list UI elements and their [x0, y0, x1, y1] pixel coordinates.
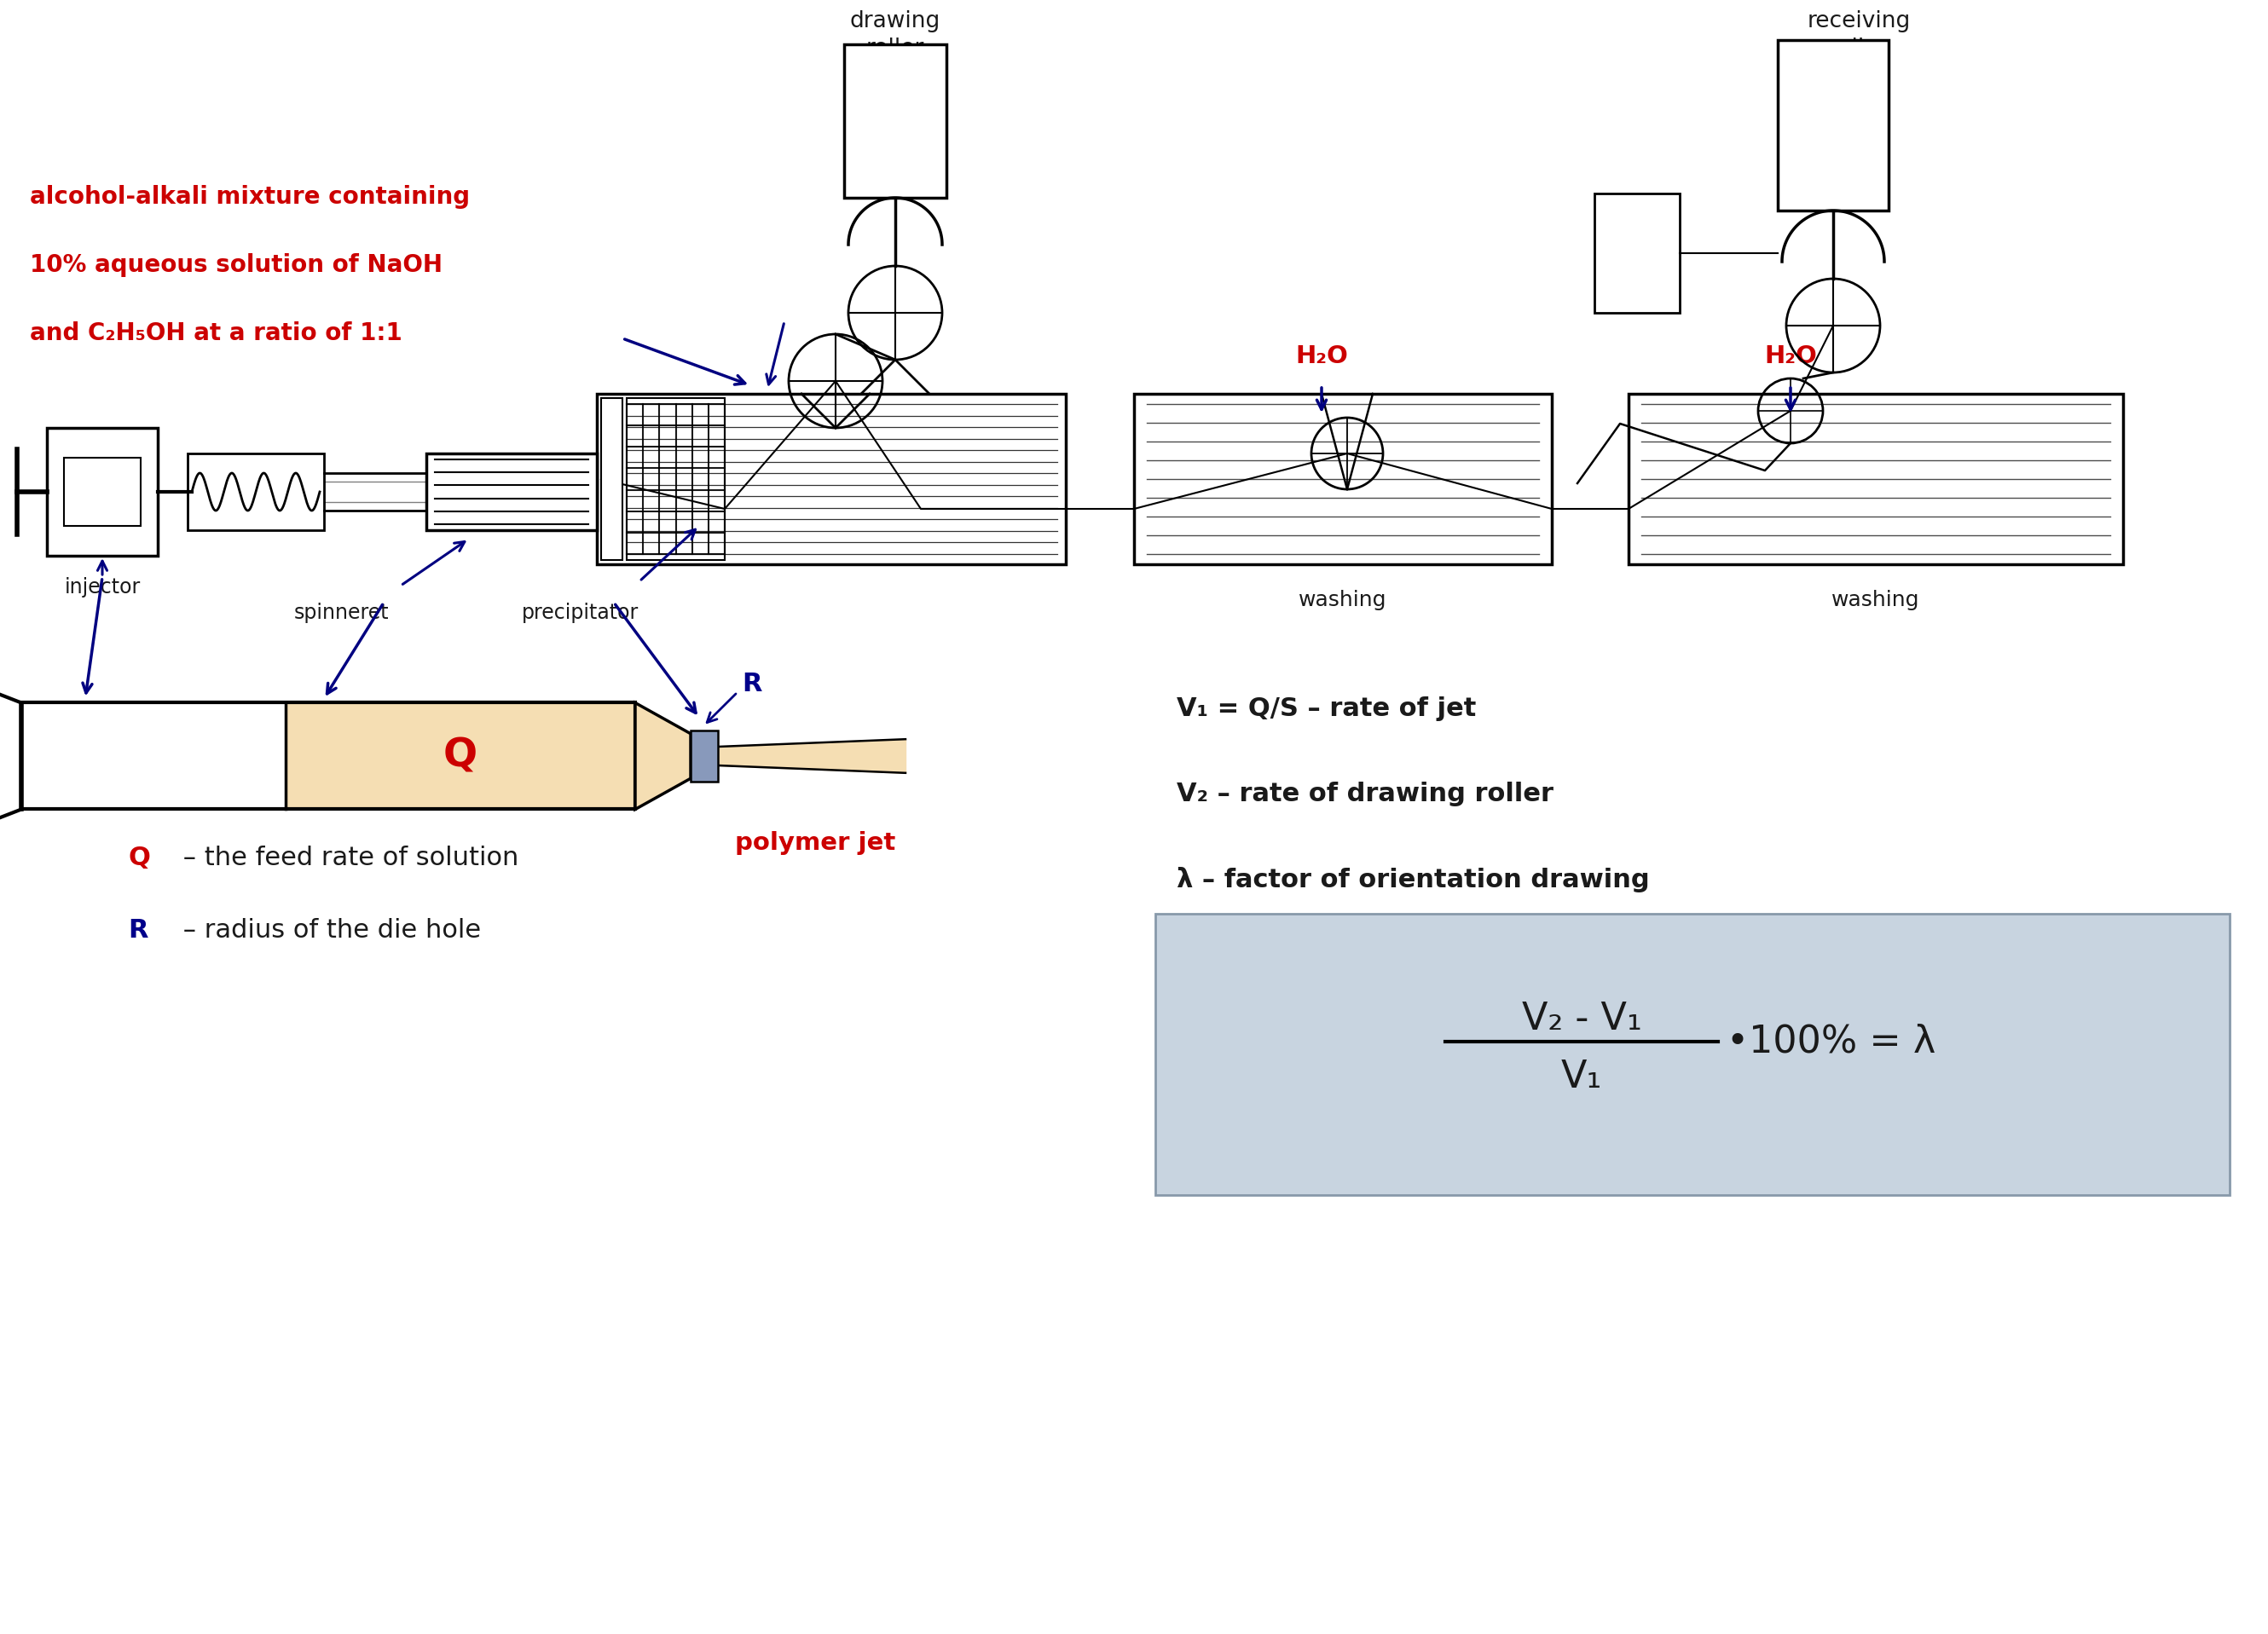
- Text: and C₂H₅OH at a ratio of 1:1: and C₂H₅OH at a ratio of 1:1: [29, 322, 401, 345]
- Text: precipitator: precipitator: [522, 603, 637, 623]
- Bar: [596, 394, 1066, 564]
- Bar: [188, 454, 324, 529]
- Polygon shape: [635, 703, 692, 809]
- Bar: [692, 730, 719, 781]
- Text: polymer jet: polymer jet: [735, 830, 896, 855]
- Text: Q: Q: [442, 737, 476, 775]
- Text: V₂ – rate of drawing roller: V₂ – rate of drawing roller: [1177, 781, 1554, 806]
- Text: alcohol-alkali mixture containing: alcohol-alkali mixture containing: [29, 185, 469, 209]
- Text: λ – factor of orientation drawing: λ – factor of orientation drawing: [1177, 868, 1649, 892]
- Text: drawing
roller: drawing roller: [850, 10, 941, 60]
- Bar: [601, 399, 621, 560]
- Bar: [426, 454, 596, 529]
- Bar: [844, 44, 946, 198]
- Text: washing: washing: [1833, 590, 1921, 611]
- Bar: [286, 703, 635, 809]
- Text: H₂O: H₂O: [1765, 345, 1817, 368]
- Text: – radius of the die hole: – radius of the die hole: [175, 918, 481, 943]
- Bar: [1134, 394, 1551, 564]
- Text: •100% = λ: •100% = λ: [1726, 1023, 1935, 1060]
- Bar: [1594, 193, 1681, 312]
- Bar: [1778, 41, 1889, 211]
- Text: spinneret: spinneret: [293, 603, 388, 623]
- Text: V₂ - V₁: V₂ - V₁: [1522, 1000, 1642, 1038]
- Text: H₂O: H₂O: [1295, 345, 1347, 368]
- Bar: [64, 458, 141, 526]
- Bar: [1628, 394, 2123, 564]
- Bar: [20, 703, 635, 809]
- Bar: [48, 428, 159, 556]
- Text: R: R: [742, 672, 762, 696]
- Text: Q: Q: [127, 845, 150, 871]
- Text: injector: injector: [64, 577, 141, 598]
- Text: R: R: [127, 918, 147, 943]
- Text: washing: washing: [1300, 590, 1388, 611]
- Text: 10% aqueous solution of NaOH: 10% aqueous solution of NaOH: [29, 253, 442, 278]
- Text: V₁: V₁: [1560, 1059, 1601, 1095]
- Text: – the feed rate of solution: – the feed rate of solution: [175, 845, 519, 871]
- Text: V₁ = Q/S – rate of jet: V₁ = Q/S – rate of jet: [1177, 696, 1476, 721]
- Bar: [626, 399, 726, 560]
- Text: receiving
roller: receiving roller: [1808, 10, 1910, 60]
- FancyBboxPatch shape: [1154, 913, 2229, 1194]
